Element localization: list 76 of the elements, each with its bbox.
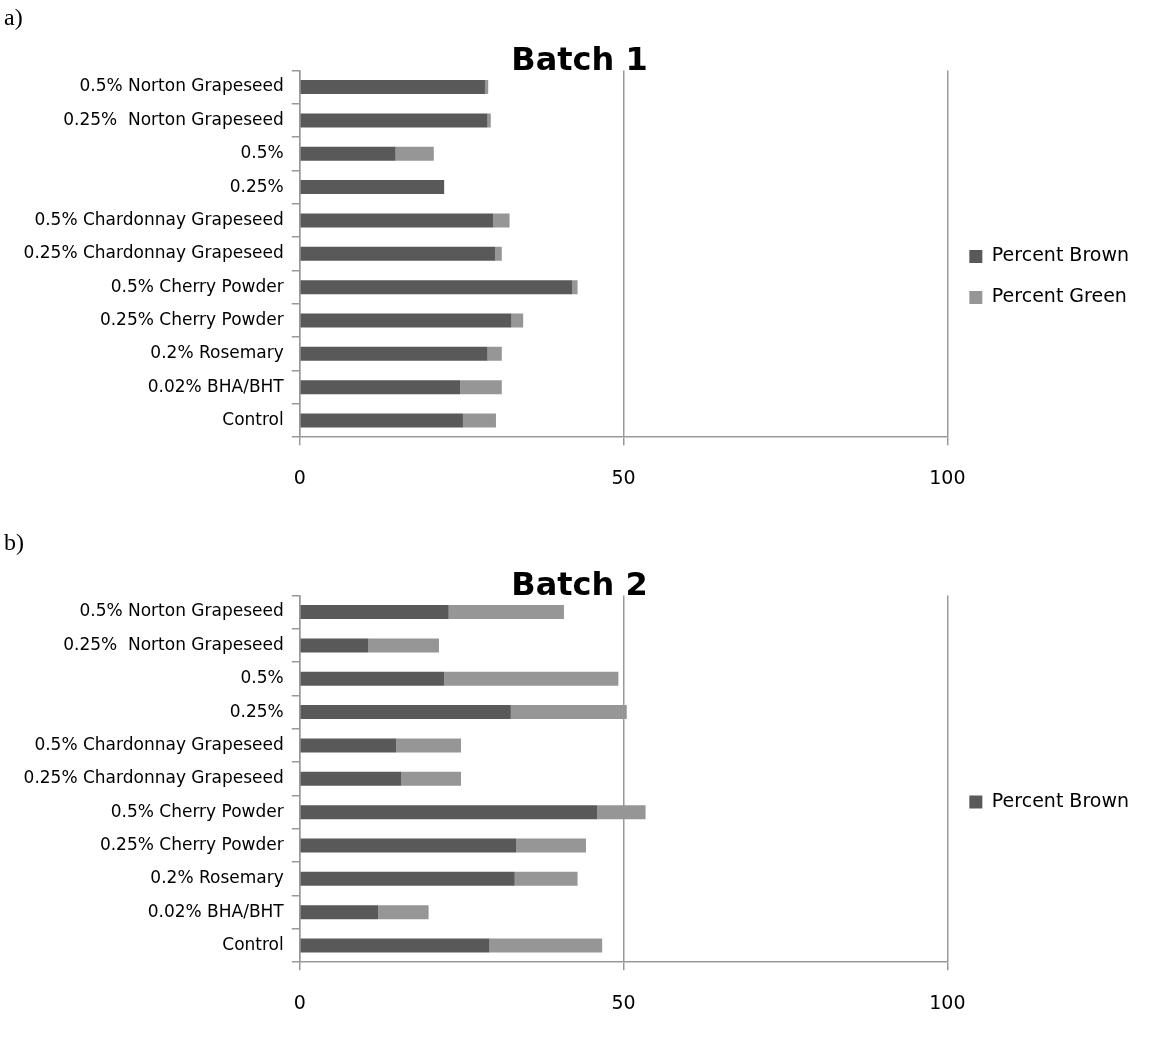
y-tick-label: Control	[222, 408, 284, 429]
bar	[300, 738, 397, 753]
y-tick-label: 0.25% Norton Grapeseed	[63, 108, 284, 129]
y-tick-label: 0.25% Chardonnay Grapeseed	[23, 767, 284, 788]
y-tick-label: 0.5% Cherry Powder	[110, 275, 284, 296]
y-tick-label: 0.5% Chardonnay Grapeseed	[34, 733, 284, 754]
y-tick-label: 0.02% BHA/BHT	[147, 375, 285, 396]
bar	[300, 771, 402, 786]
bar	[300, 805, 597, 820]
y-tick-label: 0.5% Cherry Powder	[110, 800, 284, 821]
bar	[300, 905, 379, 920]
bar	[487, 113, 491, 128]
legend-label: Percent Green	[991, 284, 1127, 307]
text: a)	[4, 4, 23, 30]
bar	[300, 113, 488, 128]
bar	[493, 213, 510, 228]
x-tick-label: 100	[929, 990, 966, 1013]
y-tick-label: 0.25% Cherry Powder	[99, 308, 284, 329]
bar	[300, 180, 445, 195]
chart-title: Batch 1	[511, 39, 648, 78]
bar	[300, 938, 490, 953]
bar	[300, 313, 512, 328]
bar	[484, 80, 489, 95]
y-tick-label: 0.25% Chardonnay Grapeseed	[23, 242, 284, 263]
y-tick-label: 0.5% Norton Grapeseed	[79, 75, 284, 96]
y-tick-label: 0.02% BHA/BHT	[147, 900, 285, 921]
bar	[378, 905, 429, 920]
legend-label: Percent Brown	[991, 243, 1130, 266]
bar	[300, 638, 369, 653]
bar	[300, 413, 463, 428]
bar	[300, 605, 449, 620]
y-tick-label: 0.25% Cherry Powder	[99, 833, 284, 854]
y-tick-label: 0.2% Rosemary	[150, 867, 284, 888]
bar	[300, 280, 573, 295]
x-tick-label: 100	[929, 465, 966, 488]
y-tick-label: 0.25% Norton Grapeseed	[63, 633, 284, 654]
bar	[300, 380, 461, 395]
y-tick-label: 0.25%	[229, 700, 284, 721]
bar	[300, 246, 496, 261]
x-tick-label: 0	[293, 465, 306, 488]
bar	[516, 838, 586, 853]
y-tick-label: 0.25%	[229, 175, 284, 196]
y-tick-label: 0.5% Chardonnay Grapeseed	[34, 208, 284, 229]
bar	[487, 346, 502, 361]
bar	[511, 313, 524, 328]
bar	[444, 671, 619, 686]
bar	[300, 871, 515, 886]
y-tick-label: 0.2% Rosemary	[150, 342, 284, 363]
x-tick-label: 0	[293, 990, 306, 1013]
bar	[489, 938, 603, 953]
y-tick-label: Control	[222, 933, 284, 954]
y-tick-label: 0.5% Norton Grapeseed	[79, 600, 284, 621]
bar	[462, 413, 496, 428]
x-tick-label: 50	[611, 465, 636, 488]
bar	[396, 738, 461, 753]
x-tick-label: 50	[611, 990, 636, 1013]
bar	[514, 871, 578, 886]
y-tick-label: 0.5%	[240, 142, 284, 163]
bar	[460, 380, 502, 395]
bar	[300, 346, 488, 361]
legend-label: Percent Brown	[991, 788, 1130, 811]
bar	[572, 280, 578, 295]
bar	[448, 605, 564, 620]
bar	[368, 638, 439, 653]
bar	[300, 838, 517, 853]
bar	[300, 213, 494, 228]
chart-title: Batch 2	[511, 564, 648, 603]
text: b)	[4, 529, 24, 555]
bar	[300, 146, 396, 161]
bar	[300, 705, 511, 720]
bar	[395, 146, 434, 161]
bar	[401, 771, 461, 786]
bar	[300, 671, 445, 686]
bar	[495, 246, 502, 261]
bar	[300, 80, 485, 95]
y-tick-label: 0.5%	[240, 667, 284, 688]
